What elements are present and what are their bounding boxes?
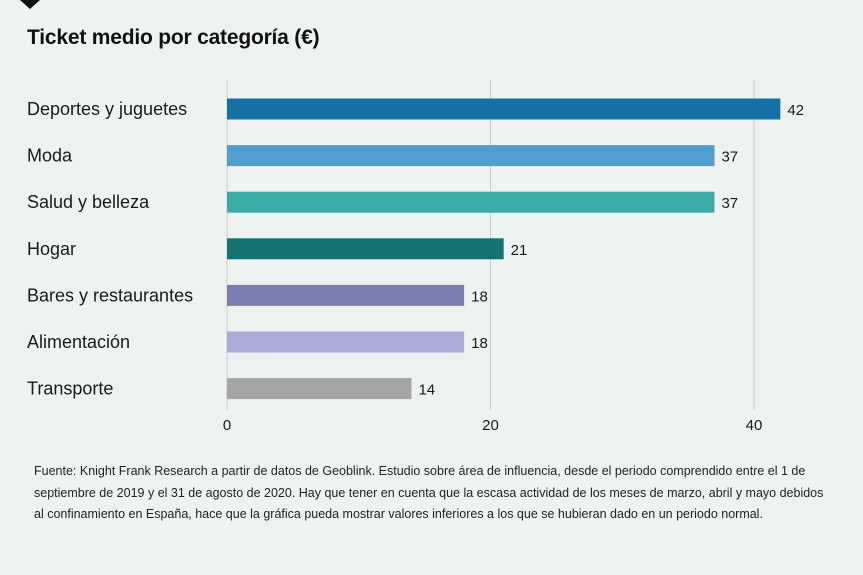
value-label: 14 xyxy=(418,382,435,399)
x-tick-label: 0 xyxy=(223,417,231,434)
x-tick-label: 20 xyxy=(482,417,499,434)
source-footnote: Fuente: Knight Frank Research a partir d… xyxy=(34,464,824,521)
bar xyxy=(227,331,465,353)
value-label: 42 xyxy=(787,102,804,119)
bar xyxy=(227,98,781,120)
bar xyxy=(227,191,715,213)
bars-layer xyxy=(227,98,781,400)
category-label: Hogar xyxy=(27,239,76,259)
value-label: 18 xyxy=(471,288,488,305)
category-label: Alimentación xyxy=(27,332,130,352)
category-label: Deportes y juguetes xyxy=(27,99,187,119)
bar xyxy=(227,145,715,167)
chart-title: Ticket medio por categoría (€) xyxy=(27,26,320,49)
category-label: Bares y restaurantes xyxy=(27,285,193,305)
bar xyxy=(227,284,465,306)
section-marker-icon xyxy=(20,0,40,9)
ticks-layer: 0 20 40 xyxy=(223,417,763,434)
category-label: Salud y belleza xyxy=(27,192,150,212)
bar-chart: Deportes y juguetes 42 Moda 37 Salud y belle… xyxy=(27,80,804,434)
category-label: Transporte xyxy=(27,379,113,399)
x-tick-label: 40 xyxy=(746,417,763,434)
labels-layer: Deportes y juguetes 42 Moda 37 Salud y belle… xyxy=(27,99,804,399)
bar xyxy=(227,238,504,260)
value-label: 18 xyxy=(471,335,488,352)
value-label: 37 xyxy=(721,149,738,166)
value-label: 37 xyxy=(721,195,738,212)
category-label: Moda xyxy=(27,146,73,166)
value-label: 21 xyxy=(511,242,528,259)
bar xyxy=(227,378,412,400)
